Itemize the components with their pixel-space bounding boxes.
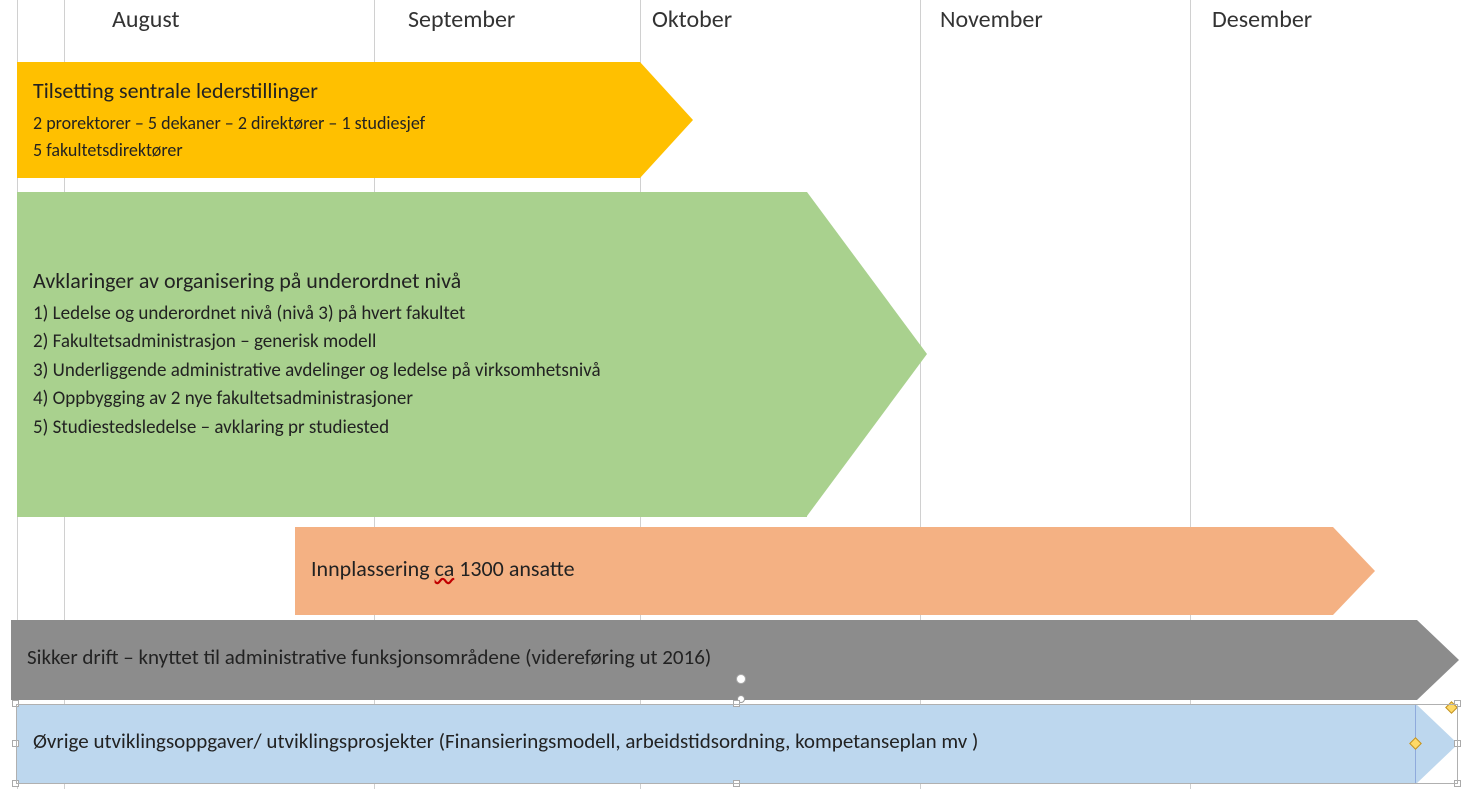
selection-handle[interactable] xyxy=(12,740,19,747)
arrow-body: Sikker drift – knyttet til administrativ… xyxy=(11,620,1417,700)
arrow-head xyxy=(807,192,927,516)
arrow-title: Øvrige utviklingsoppgaver/ utviklingspro… xyxy=(33,728,1399,754)
selection-handle[interactable] xyxy=(733,780,740,787)
month-label: Oktober xyxy=(652,5,732,34)
arrow-title: Avklaringer av organisering på underordn… xyxy=(33,267,791,294)
arrow-title: Innplassering ca 1300 ansatte xyxy=(311,555,1317,582)
arrow-body: Tilsetting sentrale lederstillinger 2 pro… xyxy=(17,62,640,178)
arrow-line: 5) Studiestedsledelse – avklaring pr stu… xyxy=(33,414,791,443)
month-label: Desember xyxy=(1212,5,1312,34)
month-label: November xyxy=(940,5,1043,34)
rotation-handle[interactable] xyxy=(736,674,746,684)
arrow-body: Innplassering ca 1300 ansatte xyxy=(295,527,1333,615)
timeline-arrow-blue[interactable]: Øvrige utviklingsoppgaver/ utviklingspro… xyxy=(16,704,1458,784)
timeline-arrow-gray[interactable]: Sikker drift – knyttet til administrativ… xyxy=(11,620,1459,700)
month-label: September xyxy=(408,5,515,34)
timeline-arrow-yellow[interactable]: Tilsetting sentrale lederstillinger 2 pro… xyxy=(17,62,693,178)
selection-handle[interactable] xyxy=(733,700,740,707)
arrow-head xyxy=(1333,527,1375,615)
month-label: August xyxy=(112,5,180,34)
timeline-arrow-green[interactable]: Avklaringer av organisering på underordn… xyxy=(17,192,927,517)
selection-handle[interactable] xyxy=(12,700,19,707)
arrow-body: Avklaringer av organisering på underordn… xyxy=(17,192,807,517)
arrow-line: 5 fakultetsdirektører xyxy=(33,137,624,164)
selection-handle[interactable] xyxy=(1454,740,1461,747)
arrow-title: Sikker drift – knyttet til administrativ… xyxy=(27,644,1401,670)
arrow-line: 3) Underliggende administrative avdeling… xyxy=(33,357,791,386)
arrow-head xyxy=(1417,620,1459,700)
timeline-arrow-orange[interactable]: Innplassering ca 1300 ansatte xyxy=(295,527,1375,615)
arrow-line: 2 prorektorer – 5 dekaner – 2 direktører… xyxy=(33,110,624,137)
arrow-head xyxy=(1416,704,1458,784)
selection-handle[interactable] xyxy=(1454,780,1461,787)
arrow-title: Tilsetting sentrale lederstillinger xyxy=(33,77,624,104)
selection-handle[interactable] xyxy=(12,780,19,787)
arrow-line: 2) Fakultetsadministrasjon – generisk mo… xyxy=(33,328,791,357)
arrow-line: 4) Oppbygging av 2 nye fakultetsadminist… xyxy=(33,385,791,414)
arrow-head xyxy=(640,62,693,178)
arrow-line: 1) Ledelse og underordnet nivå (nivå 3) … xyxy=(33,300,791,329)
arrow-body: Øvrige utviklingsoppgaver/ utviklingspro… xyxy=(16,704,1416,784)
